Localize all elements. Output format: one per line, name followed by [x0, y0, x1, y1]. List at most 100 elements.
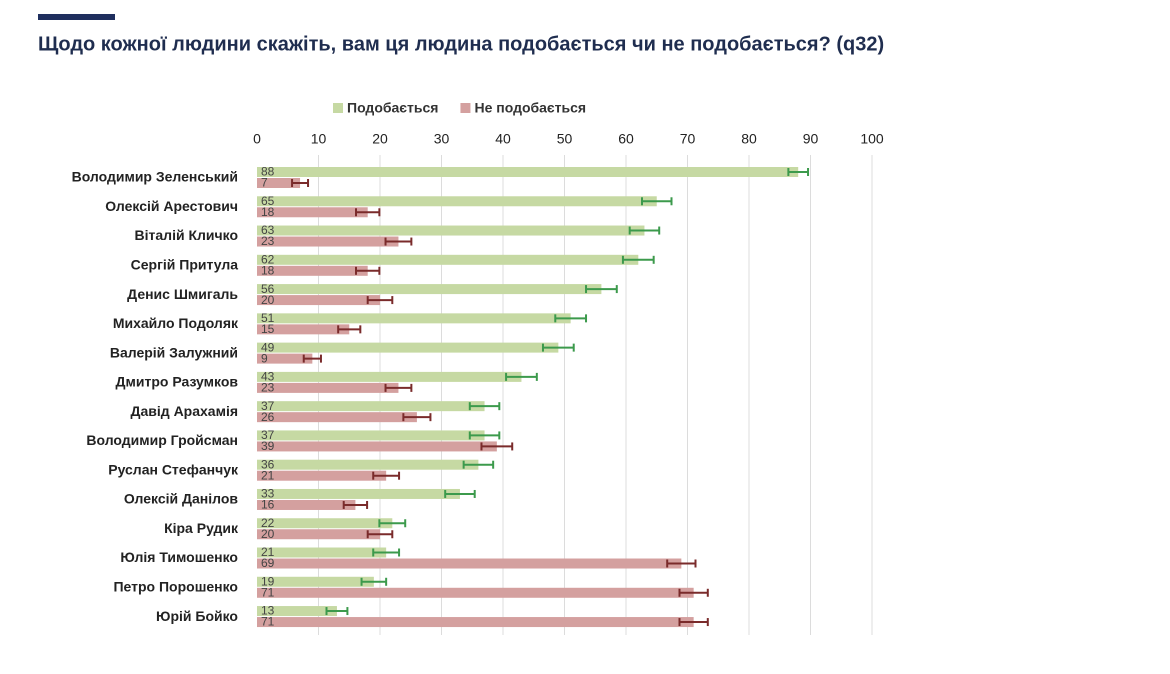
- data-label: 63: [261, 223, 275, 237]
- x-tick-label: 70: [680, 131, 696, 147]
- data-label: 33: [261, 487, 275, 501]
- category-label: Давід Арахамія: [131, 403, 238, 419]
- bar: [257, 488, 460, 499]
- bar: [257, 547, 387, 558]
- error-bar: [402, 413, 432, 422]
- category-label: Денис Шмигаль: [127, 286, 238, 302]
- data-label: 22: [261, 516, 275, 530]
- category-label: Юлія Тимошенко: [120, 549, 238, 565]
- bar: [257, 499, 356, 510]
- error-bar: [384, 383, 413, 392]
- chart-title: Щодо кожної людини скажіть, вам ця людин…: [38, 33, 884, 55]
- data-label: 62: [261, 252, 275, 266]
- data-label: 23: [261, 381, 275, 395]
- bar: [257, 284, 602, 295]
- error-bar: [621, 255, 655, 264]
- error-bar: [355, 208, 381, 217]
- error-bar: [355, 266, 381, 275]
- error-bar: [372, 548, 401, 557]
- category-label: Руслан Стефанчук: [108, 461, 239, 477]
- bar: [257, 412, 417, 423]
- x-tick-label: 40: [495, 131, 511, 147]
- x-tick-label: 20: [372, 131, 388, 147]
- bar: [257, 617, 694, 628]
- category-label: Володимир Гройсман: [86, 432, 238, 448]
- error-bar: [444, 489, 476, 498]
- error-bar: [666, 559, 697, 568]
- error-bar: [366, 530, 394, 539]
- data-label: 71: [261, 615, 275, 629]
- data-label: 18: [261, 263, 275, 277]
- x-tick-label: 30: [434, 131, 450, 147]
- data-label: 69: [261, 556, 275, 570]
- error-bar: [384, 237, 413, 246]
- bar: [257, 371, 522, 382]
- data-label: 13: [261, 604, 275, 618]
- bar: [257, 178, 301, 188]
- data-label: 20: [261, 293, 275, 307]
- error-bar: [291, 179, 310, 187]
- error-bar: [366, 296, 394, 305]
- data-label: 21: [261, 468, 275, 482]
- bar: [257, 558, 682, 569]
- category-label: Сергій Притула: [131, 257, 239, 273]
- error-bar: [678, 618, 709, 627]
- bar: [257, 265, 368, 276]
- data-label: 37: [261, 399, 275, 413]
- x-tick-label: 10: [311, 131, 327, 147]
- legend-swatch: [333, 103, 343, 113]
- category-label: Кіра Рудик: [164, 520, 239, 536]
- error-bar: [585, 285, 618, 294]
- data-label: 19: [261, 574, 275, 588]
- error-bar: [302, 354, 322, 363]
- bar: [257, 254, 639, 265]
- data-label: 36: [261, 457, 275, 471]
- x-tick-label: 0: [253, 131, 261, 147]
- category-label: Юрій Бойко: [156, 608, 238, 624]
- data-label: 23: [261, 234, 275, 248]
- category-label: Віталій Кличко: [135, 227, 238, 243]
- error-bar: [554, 314, 588, 323]
- error-bar: [378, 519, 407, 528]
- bar: [257, 382, 399, 393]
- x-tick-label: 90: [803, 131, 819, 147]
- category-label: Олексій Данілов: [124, 491, 239, 507]
- data-label: 15: [261, 322, 275, 336]
- error-bar: [640, 197, 673, 206]
- bar: [257, 430, 485, 441]
- bar: [257, 225, 645, 236]
- bar: [257, 196, 657, 207]
- x-tick-label: 100: [860, 131, 884, 147]
- bar: [257, 353, 313, 364]
- data-label: 65: [261, 194, 275, 208]
- category-label: Олексій Арестович: [105, 198, 238, 214]
- bar: [257, 342, 559, 353]
- data-label: 71: [261, 585, 275, 599]
- bar: [257, 606, 337, 617]
- bar: [257, 401, 485, 412]
- category-label: Петро Порошенко: [113, 578, 238, 594]
- bar: [257, 441, 497, 452]
- data-label: 18: [261, 205, 275, 219]
- error-bar: [541, 343, 575, 352]
- error-bar: [468, 431, 501, 440]
- bar: [257, 518, 393, 529]
- bar: [257, 236, 399, 247]
- data-label: 7: [261, 176, 268, 190]
- bar: [257, 470, 387, 481]
- error-bar: [505, 372, 538, 381]
- data-label: 39: [261, 439, 275, 453]
- category-label: Михайло Подоляк: [113, 315, 239, 331]
- error-bar: [468, 402, 501, 411]
- legend-label: Не подобається: [474, 100, 586, 116]
- bar: [257, 207, 368, 218]
- error-bar: [678, 588, 709, 597]
- error-bar: [480, 442, 514, 451]
- data-label: 43: [261, 370, 275, 384]
- data-label: 49: [261, 340, 275, 354]
- data-label: 21: [261, 545, 275, 559]
- x-tick-label: 80: [741, 131, 757, 147]
- accent-bar: [38, 14, 115, 20]
- bar: [257, 295, 380, 306]
- bar: [257, 313, 571, 324]
